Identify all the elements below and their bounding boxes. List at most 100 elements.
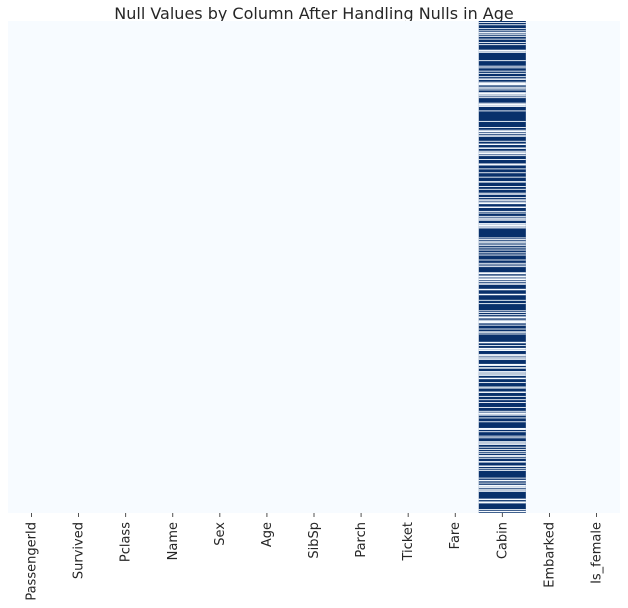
heatmap-cell-cabin-not-null [478, 252, 526, 254]
heatmap-cell-cabin-not-null [478, 50, 526, 52]
heatmap-cell-cabin-not-null [478, 502, 526, 504]
heatmap-cell-cabin-not-null [478, 509, 526, 511]
heatmap-cell-cabin-not-null [478, 417, 526, 419]
x-tick-label: Is_female [589, 522, 604, 584]
heatmap-cell-cabin-not-null [478, 82, 526, 84]
heatmap-cell-cabin-not-null [478, 441, 526, 443]
heatmap-cell-cabin-not-null [478, 24, 526, 26]
heatmap-cell-cabin-not-null [478, 168, 526, 170]
heatmap-cell-cabin-not-null [478, 461, 526, 462]
x-tick-label: Name [166, 522, 181, 560]
heatmap-cell-cabin-not-null [478, 414, 526, 416]
heatmap-cell-cabin-not-null [478, 65, 526, 67]
heatmap-cell-cabin-not-null [478, 104, 526, 106]
heatmap-cell-cabin-not-null [478, 72, 526, 74]
heatmap-cell-cabin-not-null [478, 367, 526, 369]
heatmap-cell-cabin-not-null [478, 240, 526, 242]
heatmap-cell-cabin-not-null [478, 247, 526, 249]
x-tick-label: PassengerId [25, 522, 40, 601]
heatmap-cell-cabin-not-null [478, 435, 526, 437]
heatmap-cell-cabin-not-null [478, 217, 526, 219]
heatmap-cell-cabin-not-null [478, 92, 526, 94]
heatmap-cell-cabin-not-null [478, 455, 526, 456]
heatmap-cell-cabin-not-null [478, 34, 526, 36]
heatmap-cell-cabin-not-null [478, 377, 526, 379]
heatmap-cell-cabin-not-null [478, 159, 526, 160]
heatmap-cell-cabin-not-null [478, 127, 526, 128]
heatmap-cell-cabin-not-null [478, 320, 526, 322]
heatmap-cell-cabin-not-null [478, 347, 526, 349]
heatmap-cell-cabin-not-null [478, 218, 526, 220]
x-tick-label: Embarked [542, 522, 557, 588]
heatmap-cell-cabin-not-null [478, 206, 526, 208]
heatmap-cell-cabin-not-null [478, 164, 526, 166]
heatmap-cell-cabin-not-null [478, 103, 526, 105]
heatmap-cell-cabin-not-null [478, 226, 526, 228]
heatmap-cell-cabin-not-null [478, 276, 526, 278]
heatmap-cell-cabin-not-null [478, 468, 526, 470]
heatmap-cell-cabin-not-null [478, 106, 526, 107]
heatmap-cell-cabin-not-null [478, 355, 526, 356]
heatmap-cell-cabin-not-null [478, 78, 526, 80]
heatmap-cell-cabin-not-null [478, 371, 526, 372]
heatmap-cell-cabin-not-null [478, 443, 526, 445]
heatmap-cell-cabin-not-null [478, 272, 526, 274]
heatmap-cell-cabin-not-null [478, 104, 526, 106]
heatmap-cell-cabin-not-null [478, 89, 526, 91]
heatmap-cell-cabin-not-null [478, 32, 526, 34]
heatmap-cell-cabin-not-null [478, 345, 526, 347]
heatmap-cell-cabin-not-null [478, 243, 526, 245]
heatmap-cell-cabin-not-null [478, 499, 526, 501]
heatmap-cell-cabin-not-null [478, 367, 526, 369]
heatmap-cell-cabin-not-null [478, 273, 526, 275]
heatmap-cell-cabin-not-null [478, 457, 526, 459]
heatmap-cell-cabin-not-null [478, 130, 526, 132]
heatmap-cell-cabin-not-null [478, 223, 526, 225]
heatmap-cell-cabin-not-null [478, 372, 526, 374]
heatmap-cell-cabin-not-null [478, 201, 526, 203]
heatmap-cell-cabin-not-null [478, 303, 526, 305]
heatmap-cell-cabin-not-null [478, 466, 526, 467]
heatmap-cell-cabin-not-null [478, 431, 526, 433]
heatmap-cell-cabin-not-null [478, 452, 526, 454]
heatmap-cell-cabin-not-null [478, 316, 526, 318]
heatmap-cell-cabin-not-null [478, 262, 526, 264]
heatmap-cell-cabin-not-null [478, 374, 526, 376]
heatmap-cell-cabin-not-null [478, 342, 526, 344]
heatmap-cell-cabin-not-null [478, 224, 526, 226]
heatmap-cell-cabin-not-null [478, 28, 526, 30]
heatmap-cell-cabin-not-null [478, 78, 526, 80]
heatmap-cell-cabin-not-null [478, 283, 526, 285]
heatmap-cell-cabin-not-null [478, 133, 526, 134]
heatmap-cell-cabin-not-null [478, 35, 526, 37]
heatmap-cell-cabin-not-null [478, 402, 526, 403]
heatmap-cell-cabin-not-null [478, 331, 526, 333]
heatmap-cell-cabin-not-null [478, 44, 526, 46]
x-tick-label: Survived [72, 522, 87, 579]
heatmap-cell-cabin-not-null [478, 314, 526, 316]
heatmap-cell-cabin-not-null [478, 102, 526, 104]
heatmap-cell-cabin-not-null [478, 93, 526, 95]
heatmap-cell-cabin-not-null [478, 30, 526, 32]
x-tick-label: Pclass [119, 522, 134, 562]
heatmap-cell-cabin-not-null [478, 212, 526, 214]
heatmap-cell-cabin-not-null [478, 348, 526, 350]
heatmap-cell-cabin-not-null [478, 365, 526, 366]
heatmap-cell-cabin-not-null [478, 266, 526, 268]
heatmap-cell-cabin-not-null [478, 197, 526, 199]
heatmap-cell-cabin-not-null [478, 135, 526, 137]
heatmap-cell-cabin-not-null [478, 219, 526, 221]
heatmap-cell-cabin-not-null [478, 239, 526, 241]
heatmap-cell-cabin-not-null [478, 276, 526, 278]
heatmap-cell-cabin-not-null [478, 76, 526, 78]
heatmap-cell-cabin-not-null [478, 227, 526, 229]
heatmap-cell-cabin-not-null [478, 120, 526, 122]
chart-title: Null Values by Column After Handling Nul… [114, 4, 514, 23]
heatmap-cell-cabin-not-null [478, 155, 526, 157]
heatmap-cell-cabin-not-null [478, 349, 526, 351]
heatmap-cell-cabin-not-null [478, 176, 526, 178]
heatmap-cell-cabin-not-null [478, 446, 526, 448]
heatmap-cell-cabin-not-null [478, 210, 526, 212]
heatmap-cell-cabin-not-null [478, 364, 526, 366]
heatmap-cell-cabin-not-null [478, 498, 526, 500]
